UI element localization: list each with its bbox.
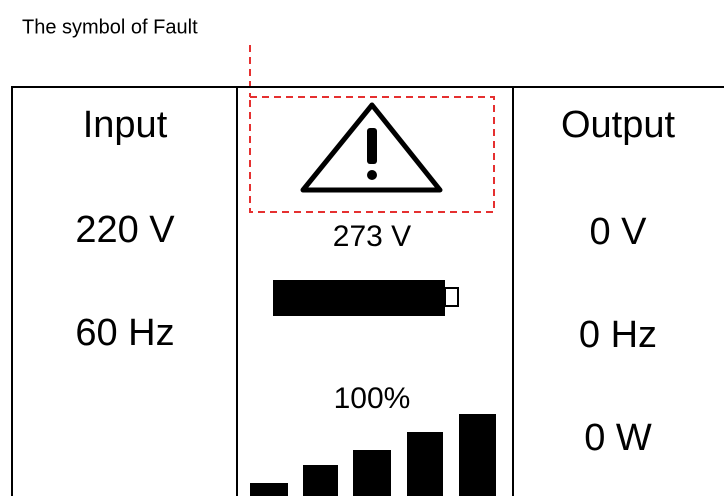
display-frame bbox=[11, 86, 724, 496]
output-frequency: 0 Hz bbox=[579, 314, 657, 356]
load-bar bbox=[303, 465, 338, 496]
fault-icon bbox=[300, 102, 443, 193]
annotation-label: The symbol of Fault bbox=[22, 16, 198, 38]
input-voltage: 220 V bbox=[75, 209, 175, 251]
output-voltage: 0 V bbox=[589, 211, 647, 253]
load-level: 100% bbox=[334, 382, 411, 415]
load-bar bbox=[250, 483, 288, 496]
output-title: Output bbox=[561, 104, 676, 146]
battery-terminal bbox=[444, 287, 459, 307]
load-bar bbox=[353, 450, 391, 496]
input-frequency: 60 Hz bbox=[75, 312, 174, 354]
battery-voltage: 273 V bbox=[333, 220, 411, 253]
load-bar bbox=[407, 432, 443, 496]
input-title: Input bbox=[83, 104, 168, 146]
fault-icon-bar bbox=[367, 128, 377, 164]
load-bar bbox=[459, 414, 496, 496]
fault-icon-dot bbox=[367, 170, 377, 180]
fault-highlight bbox=[249, 96, 495, 213]
battery-icon bbox=[273, 280, 445, 316]
output-power: 0 W bbox=[584, 417, 652, 459]
